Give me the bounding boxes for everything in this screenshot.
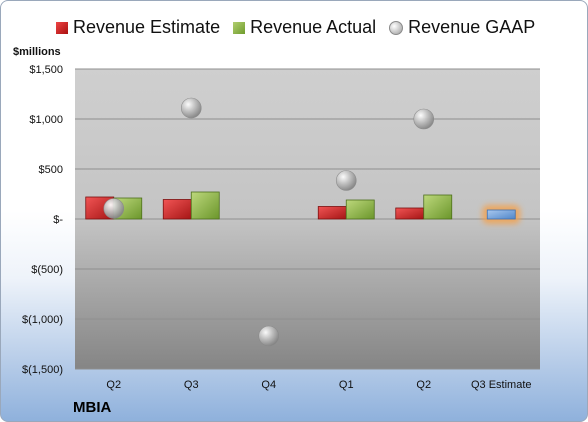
y-tick-label: $500 <box>39 164 63 176</box>
y-axis-unit-label: $millions <box>13 46 61 58</box>
x-tick-label: Q1 <box>339 379 354 391</box>
legend-swatch-gaap <box>389 20 404 35</box>
legend-item-estimate: Revenue Estimate <box>56 17 220 38</box>
marker-gaap <box>180 97 202 119</box>
legend-item-gaap: Revenue GAAP <box>389 17 535 38</box>
legend-swatch-estimate <box>56 21 68 34</box>
company-name: MBIA <box>73 399 112 416</box>
legend: Revenue Estimate Revenue Actual Revenue … <box>56 17 548 38</box>
bar-actual <box>190 191 220 220</box>
bar-actual <box>345 199 375 220</box>
bar-estimate <box>162 199 192 220</box>
legend-label-gaap: Revenue GAAP <box>408 17 536 37</box>
marker-gaap <box>103 198 125 219</box>
x-tick-label: Q2 <box>416 379 431 391</box>
marker-gaap <box>258 325 280 347</box>
y-tick-label: $1,000 <box>29 114 63 126</box>
bar-actual <box>423 194 453 220</box>
marker-gaap <box>335 170 357 191</box>
y-tick-label: $(1,500) <box>22 364 63 376</box>
legend-swatch-actual <box>233 21 246 34</box>
x-tick-label: Q4 <box>261 379 276 391</box>
x-tick-label: Q3 Estimate <box>471 379 532 391</box>
bar-estimate <box>486 209 516 220</box>
x-axis-labels: Q2 Q3 Q4 Q1 Q2 Q3 Estimate <box>106 379 531 391</box>
x-tick-label: Q3 <box>184 379 199 391</box>
y-tick-label: $- <box>53 214 63 226</box>
bar-estimate <box>395 207 425 220</box>
y-axis-labels: $1,500 $1,000 $500 $- $(500) $(1,000) $(1,500) <box>22 64 63 376</box>
legend-label-actual: Revenue Actual <box>250 17 377 37</box>
y-tick-label: $(500) <box>31 264 63 276</box>
gridlines <box>75 68 540 370</box>
data-marks <box>85 97 521 347</box>
bar-estimate <box>317 206 347 220</box>
x-tick-label: Q2 <box>106 379 121 391</box>
marker-gaap <box>413 108 435 130</box>
y-tick-label: $(1,000) <box>22 314 63 326</box>
legend-label-estimate: Revenue Estimate <box>73 17 221 37</box>
y-tick-label: $1,500 <box>29 64 63 76</box>
legend-item-actual: Revenue Actual <box>233 17 376 38</box>
